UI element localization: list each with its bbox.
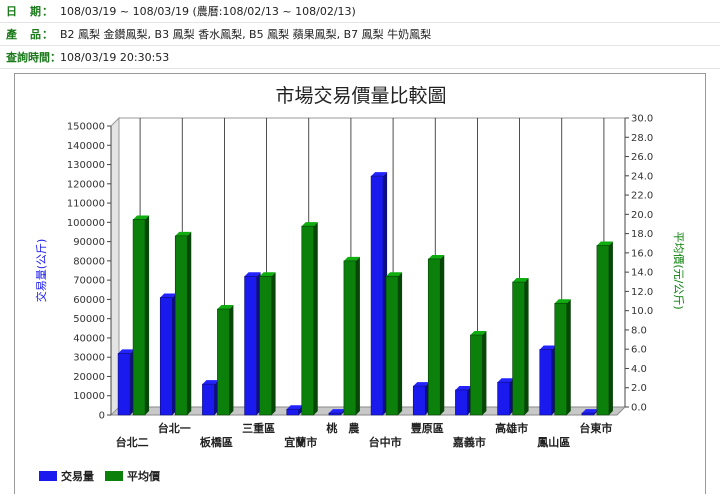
category-label: 三重區 xyxy=(242,421,275,435)
y2-tick-label: 12.0 xyxy=(631,287,653,298)
y-tick-label: 110000 xyxy=(67,199,105,210)
price-bar xyxy=(343,256,360,416)
y2-tick-label: 6.0 xyxy=(631,345,647,356)
category-label: 台東市 xyxy=(579,421,612,435)
y2-tick-label: 0.0 xyxy=(631,403,647,414)
y-tick-label: 10000 xyxy=(73,391,105,402)
category-label: 台北二 xyxy=(116,435,149,449)
price-bar xyxy=(596,241,613,416)
y-tick-label: 150000 xyxy=(67,122,105,133)
category-label: 豐原區 xyxy=(411,421,444,435)
y-tick-label: 20000 xyxy=(73,372,105,383)
chart-title: 市場交易價量比較圖 xyxy=(275,85,446,107)
legend-label-volume: 交易量 xyxy=(61,469,94,483)
y-tick-label: 90000 xyxy=(73,237,105,248)
price-bar xyxy=(217,305,234,416)
y2-tick-label: 30.0 xyxy=(631,114,653,125)
y2-tick-label: 14.0 xyxy=(631,268,653,279)
y2-tick-label: 16.0 xyxy=(631,248,653,259)
y2-tick-label: 8.0 xyxy=(631,325,647,336)
y-tick-label: 30000 xyxy=(73,353,105,364)
price-bar xyxy=(174,231,192,416)
product-label: 產 品： xyxy=(6,28,54,41)
product-value: B2 鳳梨 金鑽鳳梨, B3 鳳梨 香水鳳梨, B5 鳳梨 蘋果鳳梨, B7 鳳… xyxy=(60,28,432,41)
price-bar xyxy=(385,272,403,416)
date-label: 日 期： xyxy=(6,5,54,18)
volume-bar xyxy=(581,409,598,416)
volume-bar xyxy=(244,272,261,416)
y-tick-label: 50000 xyxy=(73,314,105,325)
price-bar xyxy=(512,278,529,416)
category-label: 高雄市 xyxy=(495,421,528,435)
y2-tick-label: 10.0 xyxy=(631,306,653,317)
y2-tick-label: 26.0 xyxy=(631,152,653,163)
volume-bar xyxy=(455,385,472,416)
volume-bar xyxy=(117,349,135,416)
price-bar xyxy=(554,299,571,416)
y-tick-label: 80000 xyxy=(73,256,105,267)
volume-bar xyxy=(202,380,219,416)
y2-tick-label: 2.0 xyxy=(631,383,647,394)
category-label: 台中市 xyxy=(369,435,402,449)
category-label: 宜蘭市 xyxy=(284,435,317,449)
y-tick-label: 130000 xyxy=(67,160,105,171)
y-axis-label: 交易量(公斤) xyxy=(34,239,48,303)
query-time-value: 108/03/19 20:30:53 xyxy=(60,50,170,64)
y2-tick-label: 20.0 xyxy=(631,210,653,221)
price-bar xyxy=(132,215,150,416)
chart-legend: 交易量 平均價 xyxy=(39,469,161,483)
y2-axis-label: 平均價(元/公斤) xyxy=(672,231,686,309)
y2-tick-label: 28.0 xyxy=(631,133,653,144)
volume-bar xyxy=(497,378,514,416)
volume-bar xyxy=(370,172,388,416)
price-bar xyxy=(427,254,445,416)
category-label: 台北一 xyxy=(158,421,191,435)
y-tick-label: 100000 xyxy=(67,218,105,229)
price-bar xyxy=(470,331,487,416)
date-value: 108/03/19 ~ 108/03/19 (農曆:108/02/13 ~ 10… xyxy=(60,5,356,18)
volume-bar xyxy=(539,345,556,416)
category-label: 桃 農 xyxy=(326,421,360,435)
legend-swatch-volume xyxy=(39,471,57,481)
query-info-table: 日 期： 108/03/19 ~ 108/03/19 (農曆:108/02/13… xyxy=(0,0,720,69)
y-tick-label: 60000 xyxy=(73,295,105,306)
y-tick-label: 40000 xyxy=(73,333,105,344)
y-tick-label: 140000 xyxy=(67,141,105,152)
y2-tick-label: 24.0 xyxy=(631,171,653,182)
volume-bar xyxy=(412,382,430,416)
date-row: 日 期： 108/03/19 ~ 108/03/19 (農曆:108/02/13… xyxy=(0,0,720,23)
y2-tick-label: 4.0 xyxy=(631,364,647,375)
query-time-label: 查詢時間： xyxy=(6,51,61,64)
query-time-row: 查詢時間： 108/03/19 20:30:53 xyxy=(0,46,720,69)
category-label: 鳳山區 xyxy=(537,435,570,449)
product-row: 產 品： B2 鳳梨 金鑽鳳梨, B3 鳳梨 香水鳳梨, B5 鳳梨 蘋果鳳梨,… xyxy=(0,23,720,46)
chart-panel: 0 10000 20000 30000 40000 50000 60000 70000 8000… xyxy=(14,73,706,494)
y-tick-label: 0 xyxy=(99,411,105,422)
y-tick-label: 70000 xyxy=(73,276,105,287)
y2-tick-label: 22.0 xyxy=(631,191,653,202)
price-bar xyxy=(301,222,318,416)
price-bar xyxy=(259,272,276,416)
volume-bar xyxy=(159,293,177,416)
category-label: 板橋區 xyxy=(200,435,233,449)
y2-tick-label: 18.0 xyxy=(631,229,653,240)
legend-label-price: 平均價 xyxy=(127,469,161,483)
category-label: 嘉義市 xyxy=(452,435,486,449)
legend-swatch-price xyxy=(105,471,123,481)
price-volume-chart: 0 10000 20000 30000 40000 50000 60000 70000 8000… xyxy=(34,85,686,483)
y-tick-label: 120000 xyxy=(67,179,105,190)
